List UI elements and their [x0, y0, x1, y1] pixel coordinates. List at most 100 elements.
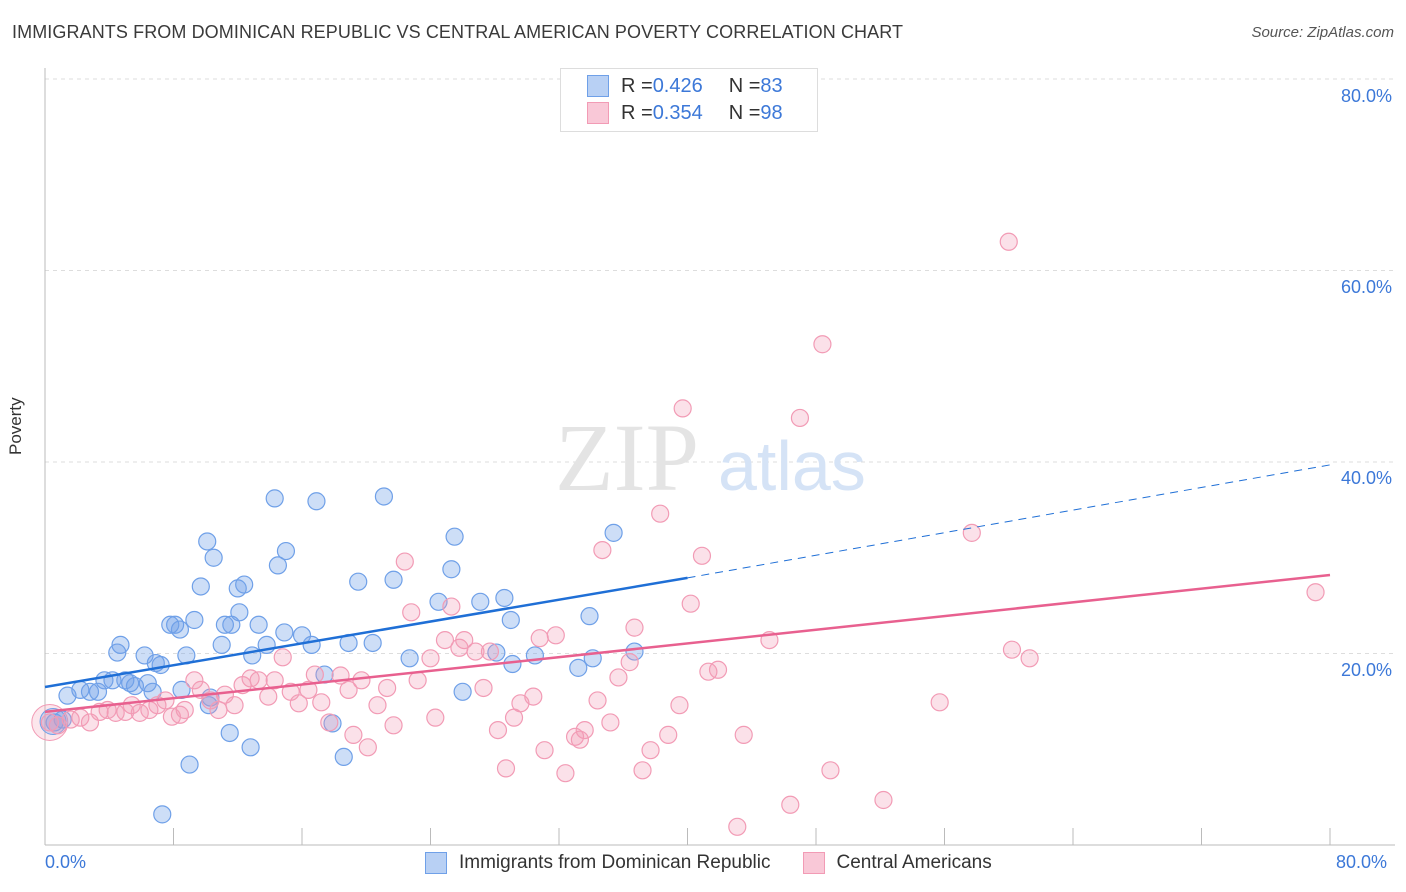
dominican-point [307, 492, 326, 511]
dominican-point [363, 633, 382, 653]
legend-label-dominican: Immigrants from Dominican Republic [459, 852, 771, 873]
y-tick-label: 40.0% [1340, 468, 1392, 488]
central-american-point [728, 817, 747, 836]
series-legend: Immigrants from Dominican Republic Centr… [425, 852, 992, 874]
central-american-point [790, 408, 810, 428]
dominican-point [220, 723, 239, 743]
dominican-point [191, 577, 210, 596]
central-american-point [384, 716, 403, 735]
central-american-point [480, 642, 500, 661]
blue-swatch [587, 75, 609, 97]
central-american-point [651, 504, 670, 523]
central-american-point [175, 700, 194, 720]
watermark-zip: ZIP [555, 404, 699, 511]
central-american-point [620, 653, 639, 672]
watermark-atlas: atlas [718, 427, 866, 505]
central-american-point [708, 660, 728, 679]
legend-row-central-american: R = 0.354 N = 98 [587, 100, 783, 126]
dominican-point [445, 527, 464, 546]
dominican-point [276, 541, 296, 561]
correlation-legend: R = 0.426 N = 83 R = 0.354 N = 98 [560, 68, 818, 132]
central-american-point [813, 335, 832, 354]
dominican-point [212, 635, 231, 654]
dominican-point [230, 603, 249, 622]
dominican-point [334, 747, 353, 767]
dominican-point [151, 655, 170, 675]
central-american-point [265, 671, 284, 690]
dominican-point [471, 592, 490, 611]
dominican-point [116, 671, 135, 690]
central-american-point [681, 594, 700, 613]
x-tick-label: 0.0% [45, 852, 87, 872]
dominican-point [275, 623, 294, 642]
dominican-point [111, 635, 130, 654]
n-value: 83 [760, 74, 783, 97]
central-american-point [474, 678, 493, 698]
central-american-point [659, 725, 678, 744]
central-american-point [259, 687, 278, 706]
central-american-point [930, 693, 949, 712]
dominican-point [453, 682, 472, 701]
dominican-point [349, 572, 368, 591]
r-label: R = [621, 101, 653, 124]
central-american-point [625, 618, 644, 637]
central-american-point [378, 678, 397, 698]
central-american-point [1306, 583, 1325, 602]
central-american-point [488, 720, 508, 740]
central-american-point [421, 649, 440, 668]
blue-swatch [425, 852, 447, 874]
central-american-point [692, 546, 712, 565]
central-american-point [299, 680, 318, 699]
y-tick-label: 60.0% [1340, 277, 1392, 297]
central-american-point [546, 626, 565, 645]
central-american-point [312, 693, 331, 712]
dominican-point [235, 575, 254, 594]
central-american-point [641, 741, 660, 760]
central-american-trend-line [44, 573, 1331, 714]
central-american-point [524, 687, 543, 706]
dominican-point [243, 646, 262, 665]
central-american-point [442, 597, 461, 616]
dominican-point [384, 570, 403, 589]
central-american-point [575, 720, 594, 740]
dominican-point [487, 643, 506, 662]
central-american-point [185, 671, 204, 690]
dominican-point [265, 489, 284, 508]
n-label: N = [728, 101, 761, 124]
central-american-point [781, 795, 800, 814]
dominican-point [185, 610, 204, 630]
central-american-point [320, 713, 339, 732]
r-label: R = [621, 74, 653, 97]
dominican-point [161, 615, 180, 634]
central-american-point [633, 761, 652, 780]
legend-row-dominican: R = 0.426 N = 83 [587, 73, 783, 99]
central-american-point [874, 790, 893, 810]
dominican-point [503, 654, 522, 674]
central-american-point [395, 552, 414, 571]
chart-title: IMMIGRANTS FROM DOMINICAN REPUBLIC VS CE… [12, 22, 904, 42]
dominican-point [121, 674, 140, 693]
dominican-trend-extension [687, 464, 1331, 579]
dominican-point [495, 588, 514, 608]
central-american-point [352, 671, 371, 690]
central-american-point [609, 668, 628, 687]
dominican-trend-line [44, 576, 688, 689]
n-value: 98 [760, 101, 783, 124]
dominican-point [153, 805, 172, 824]
dominican-point [241, 738, 260, 757]
central-american-point [535, 741, 554, 760]
central-american-point [289, 694, 308, 713]
dominican-point [180, 755, 199, 774]
legend-label-central-american: Central Americans [836, 852, 992, 873]
central-american-point [588, 691, 607, 710]
pink-swatch [802, 852, 825, 874]
central-american-point [999, 232, 1018, 251]
dominican-point [442, 560, 461, 579]
central-american-point [435, 630, 455, 650]
dominican-point [204, 548, 223, 567]
dominican-point [138, 674, 157, 693]
dominican-point [501, 610, 520, 630]
central-american-point [466, 642, 485, 661]
y-tick-label: 20.0% [1340, 660, 1392, 680]
